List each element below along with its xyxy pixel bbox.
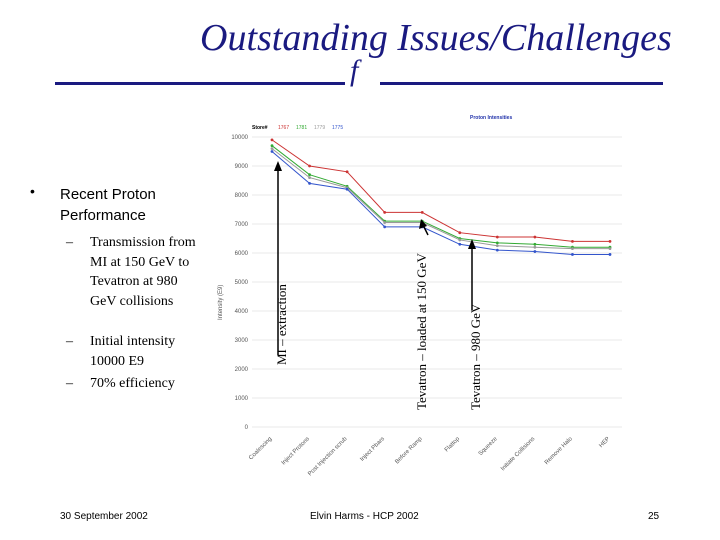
y-axis-label: Intensity (E9) [218, 285, 224, 320]
series-line [271, 139, 610, 242]
data-point [458, 242, 462, 246]
legend-item: 1767 [278, 125, 289, 131]
data-point [270, 147, 274, 150]
data-point [533, 235, 537, 239]
data-point [458, 231, 462, 235]
chart-title: Proton Intensities [470, 115, 512, 121]
y-tick-label: 2000 [235, 367, 249, 373]
y-tick-label: 10000 [231, 135, 248, 141]
sub-bullet-dash: – [66, 235, 73, 250]
footer-date: 30 September 2002 [60, 511, 148, 522]
data-point [571, 240, 574, 243]
proton-intensity-chart: 0 1000 2000 3000 4000 5000 6000 7000 8000 9000 100… [210, 105, 635, 495]
data-point [571, 253, 574, 256]
chart-legend: 1767 1781 1779 1775 [278, 125, 343, 131]
y-tick-label: 3000 [235, 338, 249, 344]
annotation-tevatron-150: Tevatron – loaded at 150 GeV [414, 253, 429, 410]
y-tick-label: 7000 [235, 222, 249, 228]
sub-bullet-text: Transmission from MI at 150 GeV to Tevat… [90, 235, 196, 309]
data-point [533, 242, 537, 246]
series-line [271, 148, 610, 250]
annotation-mi-extraction: MI – extraction [274, 284, 289, 365]
data-point [270, 138, 274, 142]
y-tick-label: 1000 [235, 396, 249, 402]
annotation-tevatron-980: Tevatron – 980 GeV [468, 303, 483, 410]
arrowhead-tevatron-150 [419, 219, 427, 229]
data-point [270, 150, 274, 153]
slide-subtitle: f [350, 54, 359, 87]
data-point [608, 247, 612, 251]
y-tick-label: 5000 [235, 280, 249, 286]
y-tick-labels: 0 1000 2000 3000 4000 5000 6000 7000 8000 9000 100… [231, 135, 248, 431]
y-tick-label: 0 [245, 425, 249, 431]
legend-item: 1775 [332, 125, 343, 131]
y-tick-label: 9000 [235, 164, 249, 170]
data-point [533, 250, 537, 253]
y-tick-label: 8000 [235, 193, 249, 199]
data-point [308, 164, 311, 168]
data-point [270, 144, 274, 148]
series-line [271, 151, 610, 255]
y-tick-label: 4000 [235, 309, 249, 315]
title-rule-left [55, 82, 345, 85]
legend-item: 1779 [314, 125, 325, 131]
data-point [308, 176, 311, 179]
chart-grid [252, 136, 622, 428]
series-lines [270, 138, 612, 256]
data-point [495, 248, 499, 252]
data-point [608, 253, 612, 256]
series-line [271, 145, 610, 248]
data-point [383, 211, 387, 214]
arrowhead-tevatron-980 [468, 239, 476, 249]
page-number: 25 [648, 511, 660, 522]
sub-bullet-text: Initial intensity 10000 E9 [90, 334, 176, 369]
data-point [495, 241, 499, 245]
slide-title: Outstanding Issues/Challenges [200, 17, 672, 59]
bullet-heading: Recent Proton Performance [60, 186, 156, 224]
data-point [608, 240, 612, 243]
legend-item: 1781 [296, 125, 307, 131]
data-point [571, 247, 574, 251]
sub-bullet-text: 70% efficiency [90, 376, 175, 391]
y-tick-label: 6000 [235, 251, 249, 257]
data-point [383, 225, 387, 229]
sub-bullet-dash: – [66, 376, 73, 391]
data-point [458, 238, 462, 242]
data-point [308, 182, 311, 185]
footer-author: Elvin Harms - HCP 2002 [310, 511, 419, 522]
data-point [420, 211, 424, 214]
sub-bullet-dash: – [66, 334, 73, 349]
data-point [345, 187, 349, 191]
data-point [495, 235, 499, 239]
legend-label: Store# [252, 125, 268, 131]
bullet-marker: • [30, 183, 35, 199]
data-point [533, 245, 537, 249]
data-point [308, 173, 311, 177]
data-point [383, 221, 387, 224]
data-point [495, 244, 499, 248]
data-point [345, 170, 349, 174]
arrowhead-mi-extraction [274, 161, 282, 171]
title-rule-right [380, 82, 663, 85]
